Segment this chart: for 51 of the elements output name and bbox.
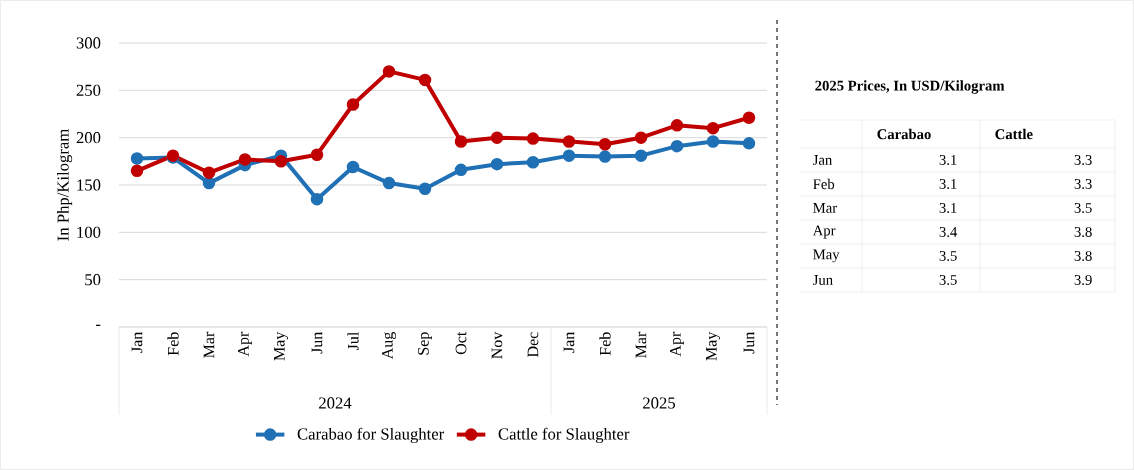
data-label: 3.5 (1074, 203, 1092, 213)
data-label: 3.8 (1074, 227, 1092, 237)
text: 2025 Prices, In USD/Kilogram (815, 80, 1005, 94)
x-tick-label: Aug (382, 332, 397, 360)
y-tick-label: 300 (76, 37, 101, 49)
data-label: 3.5 (939, 275, 957, 285)
category-label: Jun (813, 275, 833, 285)
category-label: Feb (813, 178, 835, 190)
x-tick-label: Jan (131, 331, 143, 353)
data-label: 3.1 (939, 155, 957, 165)
x-tick-label: Jun (743, 331, 755, 354)
legend-label: Cattle for Slaughter (498, 427, 630, 444)
x-tick-label: Mar (635, 331, 647, 358)
y-tick-label: 150 (77, 179, 101, 191)
data-label: 3.3 (1074, 155, 1092, 165)
category-label: Jan (813, 155, 833, 165)
text: Cattle (995, 128, 1033, 140)
x-tick-label: Jul (347, 332, 359, 351)
data-label: 3.5 (939, 251, 957, 261)
y-tick-label: 200 (76, 132, 101, 144)
data-label: 3.9 (1074, 275, 1092, 285)
y-tick-label: 100 (77, 226, 101, 238)
data-label: 3.4 (939, 227, 958, 237)
x-tick-label: Sep (418, 332, 433, 355)
data-label: 3.1 (939, 203, 957, 213)
data-label: 3.8 (1074, 251, 1092, 261)
data-label: 3.3 (1074, 179, 1092, 189)
text: 2025 (643, 397, 676, 409)
x-tick-label: Nov (491, 331, 503, 359)
y-tick-label: - (96, 324, 101, 326)
x-tick-label: Apr (670, 331, 684, 357)
category-label: May (813, 249, 840, 263)
y-tick-label: 250 (76, 84, 101, 96)
text: Carabao (877, 128, 931, 140)
x-tick-label: May (274, 331, 288, 361)
x-tick-label: Feb (167, 332, 179, 356)
x-tick-label: May (706, 331, 720, 361)
x-tick-label: Oct (455, 331, 467, 355)
x-tick-label: Dec (527, 332, 539, 357)
x-tick-label: Jan (563, 331, 575, 353)
category-label: Apr (812, 225, 836, 239)
y-axis-title: In Php/Kilogram (56, 129, 73, 241)
x-tick-label: Mar (203, 331, 215, 358)
y-tick-label: 50 (85, 274, 101, 286)
x-tick-label: Apr (238, 331, 252, 357)
legend-label: Carabao for Slaughter (297, 427, 445, 444)
text: 2024 (319, 397, 352, 409)
x-tick-label: Jun (311, 331, 323, 354)
category-label: Mar (813, 203, 838, 213)
x-tick-label: Feb (599, 332, 611, 356)
data-label: 3.1 (939, 179, 957, 189)
